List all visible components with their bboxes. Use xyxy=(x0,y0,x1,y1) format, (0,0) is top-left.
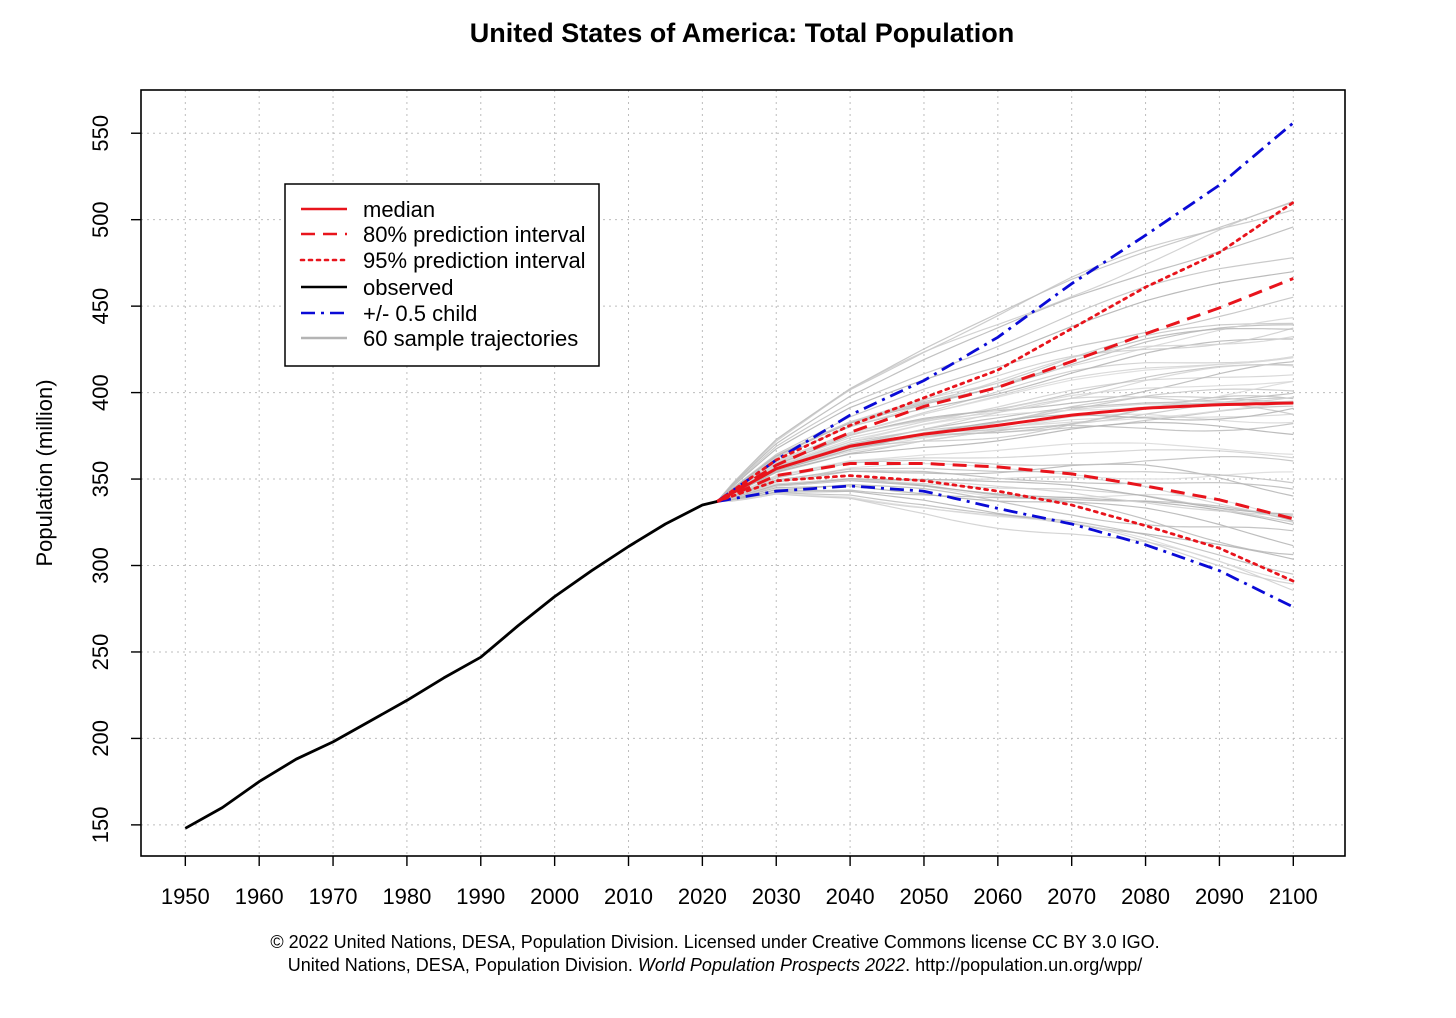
y-tick-label: 200 xyxy=(88,720,113,757)
y-tick-label: 400 xyxy=(88,374,113,411)
sample-trajectory-line xyxy=(716,200,1294,502)
y-tick-label: 300 xyxy=(88,547,113,584)
y-tick-label: 450 xyxy=(88,288,113,325)
plot-frame xyxy=(140,89,1346,857)
pi80-lower-line xyxy=(716,462,1294,521)
y-tick-label: 150 xyxy=(88,807,113,844)
sample-trajectory-line xyxy=(716,271,1294,502)
y-tick-label: 500 xyxy=(88,201,113,238)
observed-line-group xyxy=(184,500,718,830)
sample-trajectory-line xyxy=(716,322,1294,502)
x-tick-label: 2020 xyxy=(678,884,727,909)
x-tick-label: 2100 xyxy=(1269,884,1318,909)
sample-trajectory-line xyxy=(716,421,1294,503)
chart-title: United States of America: Total Populati… xyxy=(470,18,1015,48)
x-tick-label: 1970 xyxy=(309,884,358,909)
x-tick-label: 1980 xyxy=(382,884,431,909)
sample-trajectory-line xyxy=(716,380,1294,503)
footer-citation: United Nations, DESA, Population Divisio… xyxy=(288,955,1143,975)
median-line xyxy=(716,401,1294,503)
sample-trajectory-line xyxy=(716,226,1294,502)
half-child-lower-line xyxy=(716,484,1294,609)
sample-trajectory-line xyxy=(716,478,1294,515)
x-tick-label: 2060 xyxy=(973,884,1022,909)
legend-label-5: 60 sample trajectories xyxy=(363,326,578,351)
y-axis: 150 200 250 300 350 400 450 500 550 xyxy=(88,115,141,843)
footer-copyright: © 2022 United Nations, DESA, Population … xyxy=(270,932,1159,952)
legend-label-2: 95% prediction interval xyxy=(363,248,586,273)
y-tick-label: 550 xyxy=(88,115,113,152)
x-tick-label: 2070 xyxy=(1047,884,1096,909)
legend-label-3: observed xyxy=(363,275,454,300)
legend-label-1: 80% prediction interval xyxy=(363,222,586,247)
x-axis: 1950 1960 1970 1980 1990 2000 2010 2020 2030 2040… xyxy=(161,856,1318,909)
projection-lines xyxy=(715,121,1295,609)
footer-citation-start: United Nations, DESA, Population Divisio… xyxy=(288,955,638,975)
sample-trajectory-line xyxy=(716,356,1294,502)
sample-trajectory-line xyxy=(716,449,1294,503)
sample-trajectory-line xyxy=(716,467,1294,503)
legend-box xyxy=(284,183,600,367)
x-tick-label: 2030 xyxy=(752,884,801,909)
pi95-upper-line xyxy=(715,201,1295,503)
pi95-lower-line xyxy=(715,474,1295,583)
sample-trajectory-line xyxy=(716,442,1294,503)
footer-citation-end: . http://population.un.org/wpp/ xyxy=(905,955,1142,975)
pi80-upper-line xyxy=(716,277,1294,503)
y-axis-label: Population (million) xyxy=(32,379,57,566)
x-tick-label: 1960 xyxy=(235,884,284,909)
sample-trajectory-line xyxy=(716,407,1294,503)
sample-trajectory-line xyxy=(717,492,1294,583)
sample-trajectory-line xyxy=(717,485,1294,547)
sample-trajectory-line xyxy=(716,257,1294,502)
legend-label-0: median xyxy=(363,197,435,222)
x-tick-label: 2090 xyxy=(1195,884,1244,909)
x-tick-label: 1990 xyxy=(456,884,505,909)
sample-trajectories xyxy=(716,200,1294,592)
y-tick-label: 350 xyxy=(88,461,113,498)
sample-trajectory-line xyxy=(716,361,1294,503)
sample-trajectory-line xyxy=(716,202,1294,502)
sample-trajectory-line xyxy=(716,476,1294,517)
x-tick-label: 2000 xyxy=(530,884,579,909)
x-tick-label: 2080 xyxy=(1121,884,1170,909)
sample-trajectory-line xyxy=(716,479,1294,517)
footer-citation-title: World Population Prospects 2022 xyxy=(638,955,905,975)
observed-line xyxy=(184,500,718,830)
x-tick-label: 2040 xyxy=(826,884,875,909)
y-tick-label: 250 xyxy=(88,634,113,671)
sample-trajectory-line xyxy=(716,422,1294,503)
legend-label-4: +/- 0.5 child xyxy=(363,301,477,326)
x-tick-label: 2010 xyxy=(604,884,653,909)
x-tick-label: 2050 xyxy=(899,884,948,909)
x-tick-label: 1950 xyxy=(161,884,210,909)
sample-trajectory-line xyxy=(717,489,1294,556)
